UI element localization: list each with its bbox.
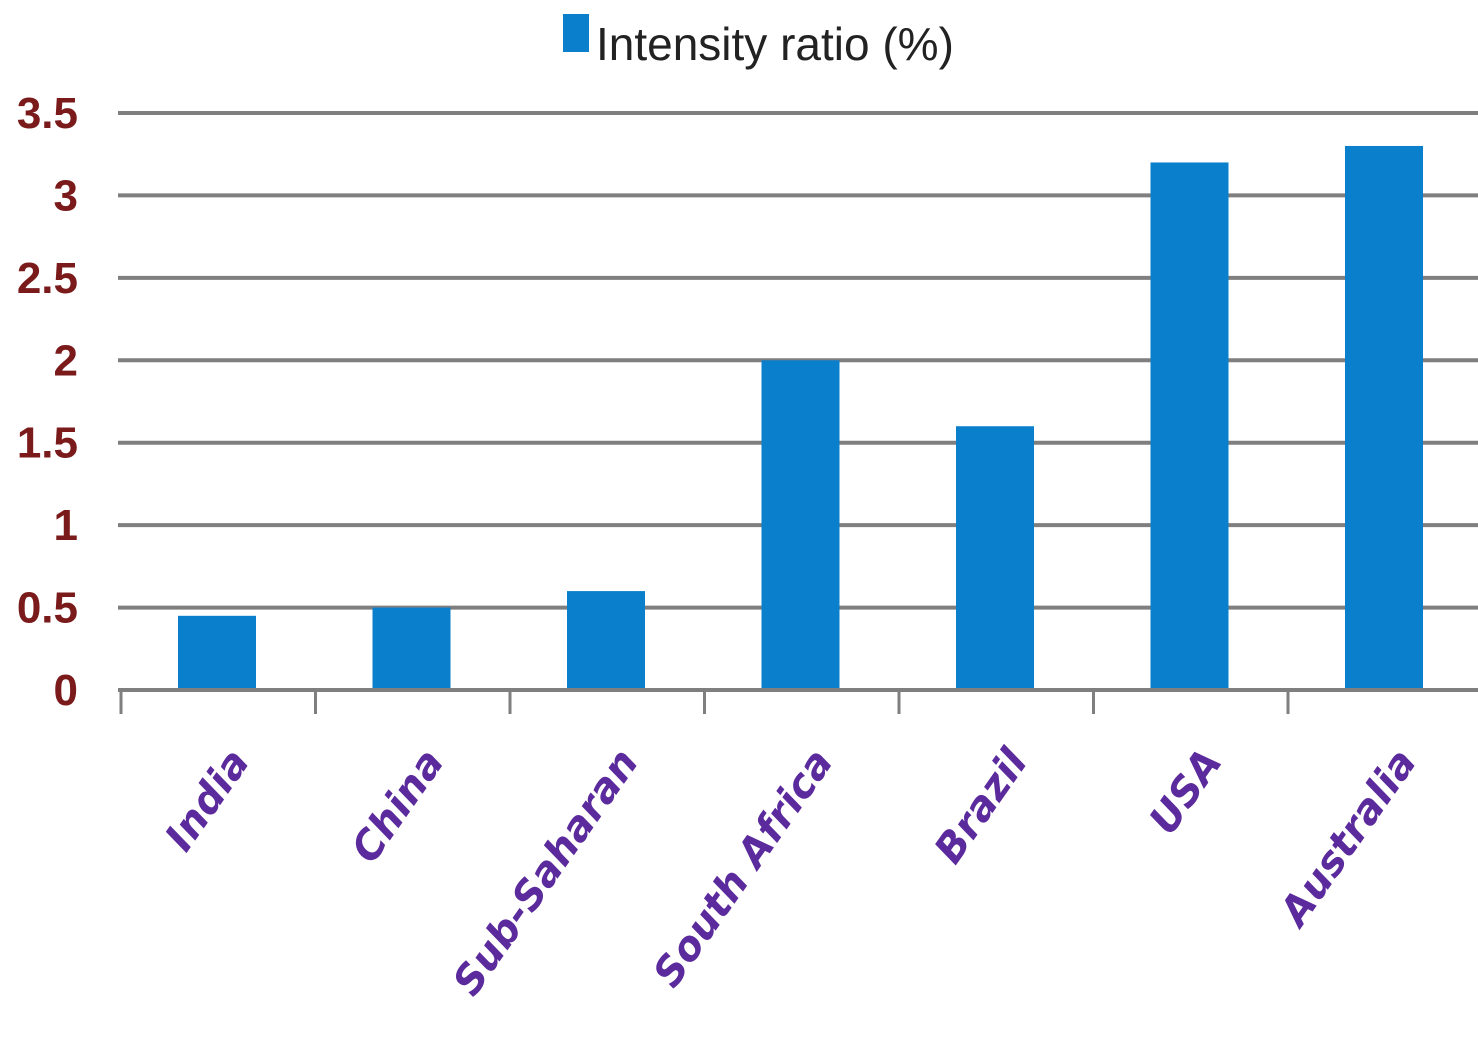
y-tick-label: 0.5: [17, 584, 78, 633]
bar-usa: [1150, 162, 1229, 690]
y-tick-label: 2: [54, 336, 78, 385]
y-tick-label: 0: [54, 666, 78, 715]
bar-sub-saharan: [567, 591, 645, 690]
bar-south-africa: [761, 360, 840, 690]
x-tick-label: India: [156, 741, 258, 860]
bar-china: [372, 607, 451, 690]
legend-label: Intensity ratio (%): [596, 18, 954, 70]
y-tick-labels: 0 0.5 1 1.5 2 2.5 3 3.5: [17, 89, 78, 715]
x-tick-label: Sub-Saharan: [444, 741, 647, 1004]
bar-india: [178, 615, 256, 690]
x-tick-label: Brazil: [926, 740, 1038, 872]
y-tick-label: 2.5: [17, 254, 78, 303]
y-tick-label: 1: [54, 501, 78, 550]
x-tick-label: South Africa: [645, 741, 843, 996]
legend-swatch: [563, 14, 589, 52]
bar-australia: [1345, 145, 1423, 690]
axes: [118, 688, 1478, 714]
y-tick-label: 3.5: [17, 89, 78, 138]
y-tick-label: 3: [54, 171, 78, 220]
x-tick-label: USA: [1141, 741, 1232, 843]
x-tick-label: China: [343, 741, 454, 871]
y-tick-label: 1.5: [17, 419, 78, 468]
bar-brazil: [956, 426, 1034, 690]
bars: [178, 145, 1423, 690]
x-tick-label: Australia: [1270, 741, 1426, 937]
legend: Intensity ratio (%): [563, 14, 954, 70]
